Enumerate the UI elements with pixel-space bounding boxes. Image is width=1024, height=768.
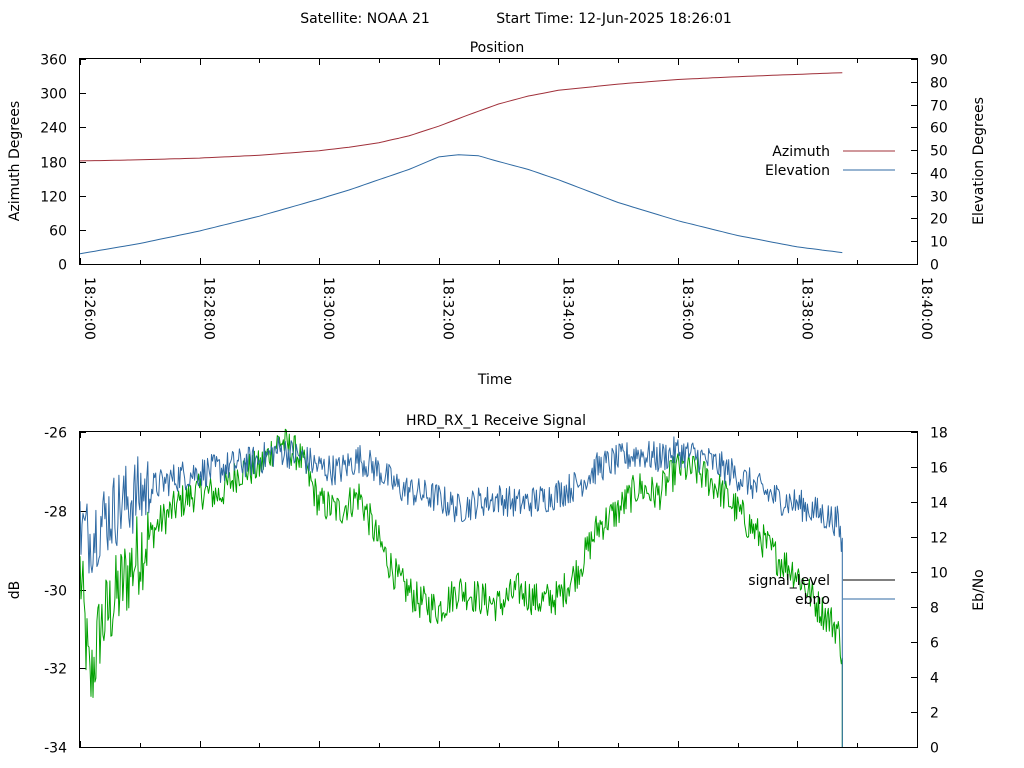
position-x-tick-label-4: 18:34:00 [559, 277, 575, 340]
signal-chart: HRD_RX_1 Receive Signal -34-32-30-28-26 … [7, 413, 987, 757]
signal-chart-title: HRD_RX_1 Receive Signal [406, 413, 586, 429]
series-azimuth-line [79, 72, 843, 162]
legend-azimuth-label: Azimuth [772, 144, 830, 160]
elevation-tick-label-4: 40 [930, 167, 948, 183]
position-series-layer [79, 72, 843, 255]
elevation-tick-label-6: 60 [930, 121, 948, 137]
position-x-tick-label-7: 18:40:00 [918, 277, 934, 340]
elevation-tick-label-5: 50 [930, 144, 948, 160]
ebno-tick-label-6: 12 [930, 531, 948, 547]
position-x-tick-label-6: 18:38:00 [798, 277, 814, 340]
elevation-tick-label-9: 90 [930, 53, 948, 69]
ebno-tick-label-0: 0 [930, 741, 939, 757]
azimuth-tick-label-4: 240 [40, 121, 67, 137]
elevation-tick-label-8: 80 [930, 76, 948, 92]
elevation-tick-label-2: 20 [930, 212, 948, 228]
position-x-tick-label-1: 18:28:00 [201, 277, 217, 340]
elevation-axis-label: Elevation Degrees [971, 97, 987, 225]
signal-series-layer [79, 428, 843, 747]
legend-ebno-label: ebno [795, 592, 830, 608]
azimuth-tick-label-1: 60 [49, 224, 67, 240]
position-x-tick-label-2: 18:30:00 [320, 277, 336, 340]
position-x-tick-label-0: 18:26:00 [81, 277, 97, 340]
position-x-tick-label-5: 18:36:00 [679, 277, 695, 340]
db-tick-label-1: -32 [44, 662, 67, 678]
db-axis-label: dB [7, 581, 23, 600]
ebno-tick-label-1: 2 [930, 706, 939, 722]
azimuth-tick-label-3: 180 [40, 156, 67, 172]
position-left-ticks: 0 60 120 180 240 300 360 [40, 53, 86, 274]
azimuth-axis-label: Azimuth Degrees [7, 101, 23, 221]
legend-signal-level-label: signal_level [748, 573, 830, 589]
ebno-tick-label-5: 10 [930, 566, 948, 582]
db-tick-label-2: -30 [44, 584, 67, 600]
series-signal-level-line [79, 428, 843, 747]
position-right-ticks: 0 10 20 30 40 50 60 70 80 90 [911, 53, 948, 274]
db-tick-label-4: -26 [44, 426, 67, 442]
ebno-tick-label-2: 4 [930, 671, 939, 687]
azimuth-tick-label-5: 300 [40, 87, 67, 103]
elevation-tick-label-3: 30 [930, 190, 948, 206]
ebno-tick-label-8: 16 [930, 461, 948, 477]
start-time-label: Start Time: 12-Jun-2025 18:26:01 [496, 11, 732, 27]
position-legend: Azimuth Elevation [765, 144, 895, 179]
position-chart-title: Position [470, 40, 525, 56]
series-elevation-line [79, 154, 843, 255]
position-plot-frame [79, 58, 918, 265]
position-x-ticks: 18:26:00 18:28:00 18:30:00 18:32:00 18:34:00… [80, 59, 934, 340]
azimuth-tick-label-0: 0 [58, 258, 67, 274]
satellite-label: Satellite: NOAA 21 [300, 11, 430, 27]
signal-plot-frame [79, 431, 918, 748]
legend-elevation-label: Elevation [765, 163, 830, 179]
elevation-tick-label-1: 10 [930, 235, 948, 251]
signal-left-ticks: -34 -32 -30 -28 -26 [44, 426, 86, 757]
position-chart: Position 0 60 120 180 240 300 360 0 10 20 30 40 50 6… [7, 40, 987, 388]
db-tick-label-3: -28 [44, 505, 67, 521]
azimuth-tick-label-2: 120 [40, 190, 67, 206]
ebno-tick-label-7: 14 [930, 496, 948, 512]
ebno-tick-label-9: 18 [930, 426, 948, 442]
db-tick-label-0: -34 [44, 741, 67, 757]
ebno-tick-label-4: 8 [930, 601, 939, 617]
ebno-tick-label-3: 6 [930, 636, 939, 652]
azimuth-tick-label-6: 360 [40, 53, 67, 69]
position-x-tick-label-3: 18:32:00 [440, 277, 456, 340]
time-axis-label: Time [477, 372, 512, 388]
elevation-tick-label-0: 0 [930, 258, 939, 274]
signal-legend: signal_level ebno [748, 573, 895, 608]
ebno-axis-label: Eb/No [971, 569, 987, 611]
elevation-tick-label-7: 70 [930, 99, 948, 115]
series-ebno-line [79, 436, 843, 747]
